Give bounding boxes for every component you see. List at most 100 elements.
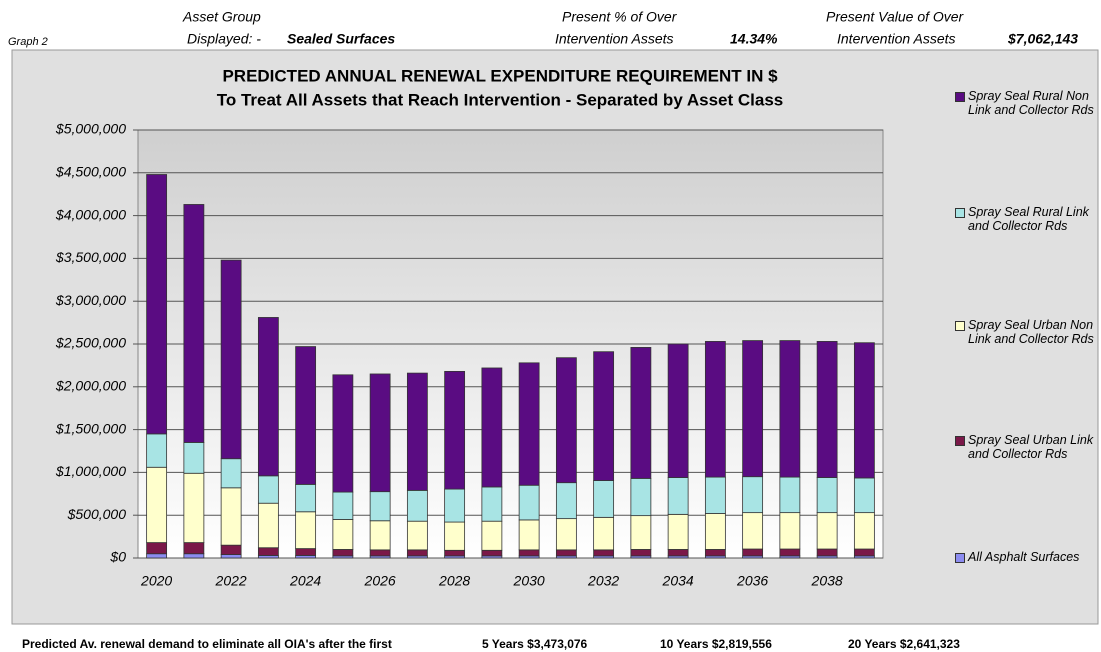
bar-segment xyxy=(295,483,317,513)
bar-segment xyxy=(742,476,764,514)
bar-segment xyxy=(406,372,428,491)
bar-segment xyxy=(593,480,615,518)
bar-segment xyxy=(779,476,801,514)
header-value: 14.34% xyxy=(730,31,778,47)
bar-segment xyxy=(481,486,503,522)
x-tick-label: 2038 xyxy=(811,573,843,589)
bar-segment xyxy=(742,548,764,557)
header-label: Intervention Assets xyxy=(837,31,956,47)
bar-segment xyxy=(779,340,801,478)
bar-segment xyxy=(295,511,317,549)
bar-segment xyxy=(555,482,577,520)
bar-segment xyxy=(146,553,168,559)
graph-label: Graph 2 xyxy=(8,36,48,48)
header-label: Present Value of Over xyxy=(826,9,965,25)
footer-value: 5 Years $3,473,076 xyxy=(482,637,588,651)
bar-segment xyxy=(630,477,652,517)
bar-segment xyxy=(481,520,503,551)
bar-segment xyxy=(369,549,391,557)
bar-segment xyxy=(816,341,838,478)
bar-segment xyxy=(257,317,279,477)
bar-segment xyxy=(295,346,317,485)
bar-segment xyxy=(667,477,689,515)
y-tick-label: $4,500,000 xyxy=(55,164,126,180)
bar-segment xyxy=(853,477,875,514)
y-tick-label: $1,500,000 xyxy=(55,420,126,436)
bar-segment xyxy=(481,367,503,488)
bar-segment xyxy=(406,549,428,557)
legend-label: Spray Seal Rural Link and Collector Rds xyxy=(968,205,1089,233)
bar-segment xyxy=(779,512,801,550)
bar-segment xyxy=(183,542,205,555)
x-tick-label: 2034 xyxy=(662,573,694,589)
bar-segment xyxy=(853,342,875,479)
y-tick-label: $1,000,000 xyxy=(55,463,126,479)
y-tick-label: $4,000,000 xyxy=(55,206,126,222)
bar-segment xyxy=(816,512,838,550)
bar-segment xyxy=(444,521,466,551)
header-value: Sealed Surfaces xyxy=(287,31,395,47)
header-value: $7,062,143 xyxy=(1007,31,1078,47)
bar-segment xyxy=(704,476,726,514)
header-label: Present % of Over xyxy=(562,9,678,25)
legend-label: All Asphalt Surfaces xyxy=(968,550,1080,564)
bar-segment xyxy=(146,433,168,468)
bar-segment xyxy=(146,466,168,543)
y-tick-label: $500,000 xyxy=(67,506,127,522)
bar-segment xyxy=(555,357,577,484)
bar-segment xyxy=(406,520,428,551)
bar-segment xyxy=(332,549,354,557)
bar-segment xyxy=(220,458,242,489)
bar-segment xyxy=(257,502,279,549)
legend-swatch xyxy=(955,208,965,218)
bar-segment xyxy=(257,475,279,504)
legend-swatch xyxy=(955,92,965,102)
legend-label: Spray Seal Rural Non Link and Collector … xyxy=(968,89,1094,117)
x-tick-label: 2036 xyxy=(736,573,768,589)
bar-segment xyxy=(220,259,242,460)
footer-text: Predicted Av. renewal demand to eliminat… xyxy=(22,637,392,651)
bar-segment xyxy=(593,351,615,481)
y-tick-label: $3,500,000 xyxy=(55,249,126,265)
x-tick-label: 2028 xyxy=(438,573,470,589)
bar-segment xyxy=(183,204,205,443)
y-tick-label: $0 xyxy=(109,549,126,565)
bar-segment xyxy=(332,519,354,550)
legend-label: Spray Seal Urban Link and Collector Rds xyxy=(968,433,1094,461)
bar-segment xyxy=(742,512,764,550)
bar-segment xyxy=(220,544,242,555)
bar-segment xyxy=(518,519,540,551)
bar-segment xyxy=(704,513,726,550)
chart-subtitle: To Treat All Assets that Reach Intervent… xyxy=(217,90,784,109)
bar-segment xyxy=(853,512,875,550)
bar-segment xyxy=(853,548,875,557)
y-tick-label: $3,000,000 xyxy=(55,292,126,308)
x-tick-label: 2032 xyxy=(587,573,619,589)
bar-segment xyxy=(444,370,466,490)
bar-segment xyxy=(667,549,689,557)
bar-segment xyxy=(183,442,205,474)
bar-segment xyxy=(555,518,577,551)
bar-segment xyxy=(518,484,540,521)
y-tick-label: $5,000,000 xyxy=(55,121,126,137)
bar-segment xyxy=(593,516,615,551)
bar-segment xyxy=(518,549,540,557)
bar-segment xyxy=(220,487,242,546)
bar-segment xyxy=(183,553,205,559)
bar-segment xyxy=(555,549,577,557)
footer-value: 10 Years $2,819,556 xyxy=(660,637,772,651)
bar-segment xyxy=(742,340,764,478)
header-label: Displayed: - xyxy=(187,31,261,47)
x-tick-label: 2020 xyxy=(140,573,172,589)
legend-swatch xyxy=(955,436,965,446)
bar-segment xyxy=(369,373,391,493)
bar-segment xyxy=(667,513,689,550)
x-tick-label: 2024 xyxy=(289,573,321,589)
legend-swatch xyxy=(955,321,965,331)
bar-segment xyxy=(816,477,838,514)
bar-segment xyxy=(779,548,801,557)
bar-segment xyxy=(183,472,205,543)
bar-segment xyxy=(630,549,652,557)
